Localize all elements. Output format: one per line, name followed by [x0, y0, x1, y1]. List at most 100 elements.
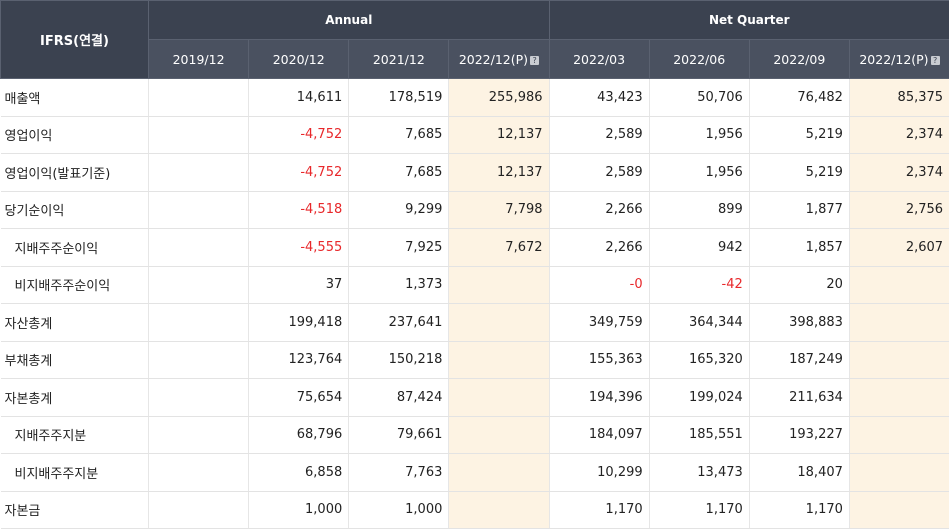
table-cell: 165,320	[649, 341, 749, 379]
table-cell: 178,519	[349, 79, 449, 117]
info-icon[interactable]: ?	[931, 56, 940, 65]
table-cell: 7,685	[349, 154, 449, 192]
info-icon[interactable]: ?	[530, 56, 539, 65]
table-cell: 1,857	[749, 229, 849, 267]
table-cell: 20	[749, 266, 849, 304]
table-cell	[849, 341, 949, 379]
table-cell: 13,473	[649, 454, 749, 492]
period-header: 2022/12(P)?	[449, 40, 549, 79]
table-cell: -4,518	[249, 191, 349, 229]
period-label: 2022/12(P)	[459, 52, 528, 67]
table-cell: 7,672	[449, 229, 549, 267]
row-label[interactable]: 영업이익	[1, 116, 149, 154]
table-cell: 2,607	[849, 229, 949, 267]
period-label: 2022/06	[673, 52, 725, 67]
table-cell	[449, 341, 549, 379]
table-cell: 12,137	[449, 116, 549, 154]
row-label[interactable]: 자본총계	[1, 379, 149, 417]
accounting-standard-header: IFRS(연결)	[1, 1, 149, 79]
period-label: 2022/09	[773, 52, 825, 67]
table-cell	[149, 79, 249, 117]
table-cell: 187,249	[749, 341, 849, 379]
row-label[interactable]: 자산총계	[1, 304, 149, 342]
table-cell: 199,418	[249, 304, 349, 342]
period-label: 2019/12	[173, 52, 225, 67]
table-cell	[149, 154, 249, 192]
table-cell: 2,374	[849, 154, 949, 192]
table-cell	[849, 416, 949, 454]
table-cell: 76,482	[749, 79, 849, 117]
table-cell: -0	[549, 266, 649, 304]
row-label[interactable]: 지배주주순이익	[1, 229, 149, 267]
table-cell: 18,407	[749, 454, 849, 492]
table-cell: 1,373	[349, 266, 449, 304]
row-label[interactable]: 당기순이익	[1, 191, 149, 229]
table-cell: 237,641	[349, 304, 449, 342]
table-cell: 87,424	[349, 379, 449, 417]
row-label[interactable]: 비지배주주순이익	[1, 266, 149, 304]
period-header: 2022/06	[649, 40, 749, 79]
table-cell	[849, 454, 949, 492]
period-label: 2022/03	[573, 52, 625, 67]
table-cell: 155,363	[549, 341, 649, 379]
table-cell: 5,219	[749, 116, 849, 154]
row-label[interactable]: 부채총계	[1, 341, 149, 379]
table-cell: 255,986	[449, 79, 549, 117]
table-cell	[149, 191, 249, 229]
table-cell: 12,137	[449, 154, 549, 192]
row-label[interactable]: 비지배주주지분	[1, 454, 149, 492]
table-cell: 1,000	[249, 491, 349, 529]
table-cell: 1,170	[749, 491, 849, 529]
table-cell: 2,374	[849, 116, 949, 154]
table-cell: 79,661	[349, 416, 449, 454]
row-label[interactable]: 지배주주지분	[1, 416, 149, 454]
table-cell: -4,555	[249, 229, 349, 267]
table-cell: -4,752	[249, 116, 349, 154]
table-cell: 7,685	[349, 116, 449, 154]
table-cell	[149, 229, 249, 267]
table-cell: 184,097	[549, 416, 649, 454]
table-cell: 1,170	[549, 491, 649, 529]
table-cell: -42	[649, 266, 749, 304]
table-cell: 199,024	[649, 379, 749, 417]
table-cell: 1,877	[749, 191, 849, 229]
table-cell: 7,763	[349, 454, 449, 492]
table-cell: 7,925	[349, 229, 449, 267]
table-cell: 398,883	[749, 304, 849, 342]
table-cell: 85,375	[849, 79, 949, 117]
quarter-group-header: Net Quarter	[549, 1, 949, 40]
table-cell: 37	[249, 266, 349, 304]
row-label[interactable]: 자본금	[1, 491, 149, 529]
row-label[interactable]: 매출액	[1, 79, 149, 117]
table-cell	[149, 379, 249, 417]
table-cell: 5,219	[749, 154, 849, 192]
table-cell	[149, 416, 249, 454]
table-cell	[449, 454, 549, 492]
table-cell	[449, 416, 549, 454]
table-cell: -4,752	[249, 154, 349, 192]
table-cell: 50,706	[649, 79, 749, 117]
table-cell: 211,634	[749, 379, 849, 417]
table-cell: 150,218	[349, 341, 449, 379]
table-cell: 9,299	[349, 191, 449, 229]
table-cell: 364,344	[649, 304, 749, 342]
table-cell	[149, 266, 249, 304]
table-cell: 43,423	[549, 79, 649, 117]
table-cell	[149, 116, 249, 154]
row-label[interactable]: 영업이익(발표기준)	[1, 154, 149, 192]
table-cell: 14,611	[249, 79, 349, 117]
table-cell	[149, 491, 249, 529]
